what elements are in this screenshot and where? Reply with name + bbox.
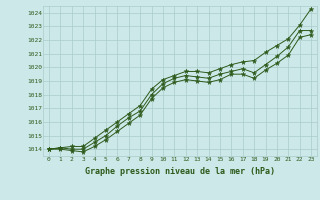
X-axis label: Graphe pression niveau de la mer (hPa): Graphe pression niveau de la mer (hPa) — [85, 167, 275, 176]
